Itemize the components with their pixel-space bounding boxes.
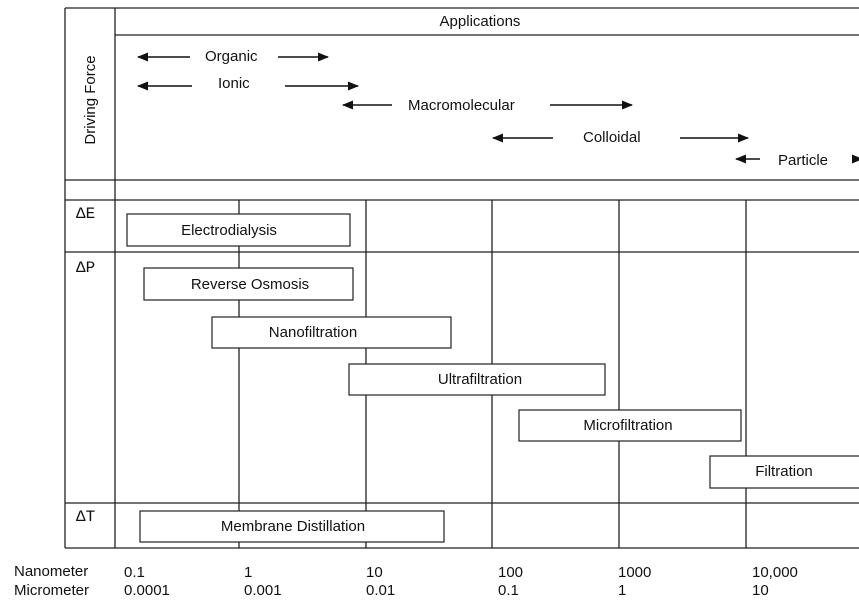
applications-header: Applications	[440, 13, 521, 30]
application-label: Macromolecular	[408, 97, 515, 114]
scale-value: 1	[618, 582, 626, 599]
scale-value: 10,000	[752, 564, 798, 581]
driving-force: ΔP	[76, 259, 95, 277]
process-label: Microfiltration	[583, 417, 672, 434]
scale-value: 1	[244, 564, 252, 581]
process-label: Ultrafiltration	[438, 371, 522, 388]
process-label: Reverse Osmosis	[191, 276, 309, 293]
process-label: Filtration	[755, 463, 813, 480]
frame	[64, 7, 859, 549]
scale-value: 10	[752, 582, 769, 599]
driving-force-header: Driving Force	[82, 55, 99, 144]
process-label: Nanofiltration	[269, 324, 357, 341]
scale-label: Nanometer	[14, 563, 88, 580]
scale-value: 0.01	[366, 582, 395, 599]
scale-value: 0.1	[498, 582, 519, 599]
scale-label: Micrometer	[14, 582, 89, 599]
application-arrows	[136, 52, 859, 164]
scale-value: 0.1	[124, 564, 145, 581]
driving-force: ΔE	[76, 205, 95, 223]
application-label: Organic	[205, 48, 258, 65]
application-label: Particle	[778, 152, 828, 169]
scale-value: 0.0001	[124, 582, 170, 599]
scale: 0.1 1 10 100 1000 10,000 0.0001 0.001 0.01 0.1 1 10	[124, 564, 798, 599]
scale-value: 1000	[618, 564, 651, 581]
scale-value: 100	[498, 564, 523, 581]
processes	[126, 213, 859, 543]
driving-force: ΔT	[76, 508, 95, 526]
scale-value: 0.001	[244, 582, 282, 599]
process-label: Membrane Distillation	[221, 518, 365, 535]
application-label: Ionic	[218, 75, 250, 92]
scale-value: 10	[366, 564, 383, 581]
process-label: Electrodialysis	[181, 222, 277, 239]
application-label: Colloidal	[583, 129, 641, 146]
